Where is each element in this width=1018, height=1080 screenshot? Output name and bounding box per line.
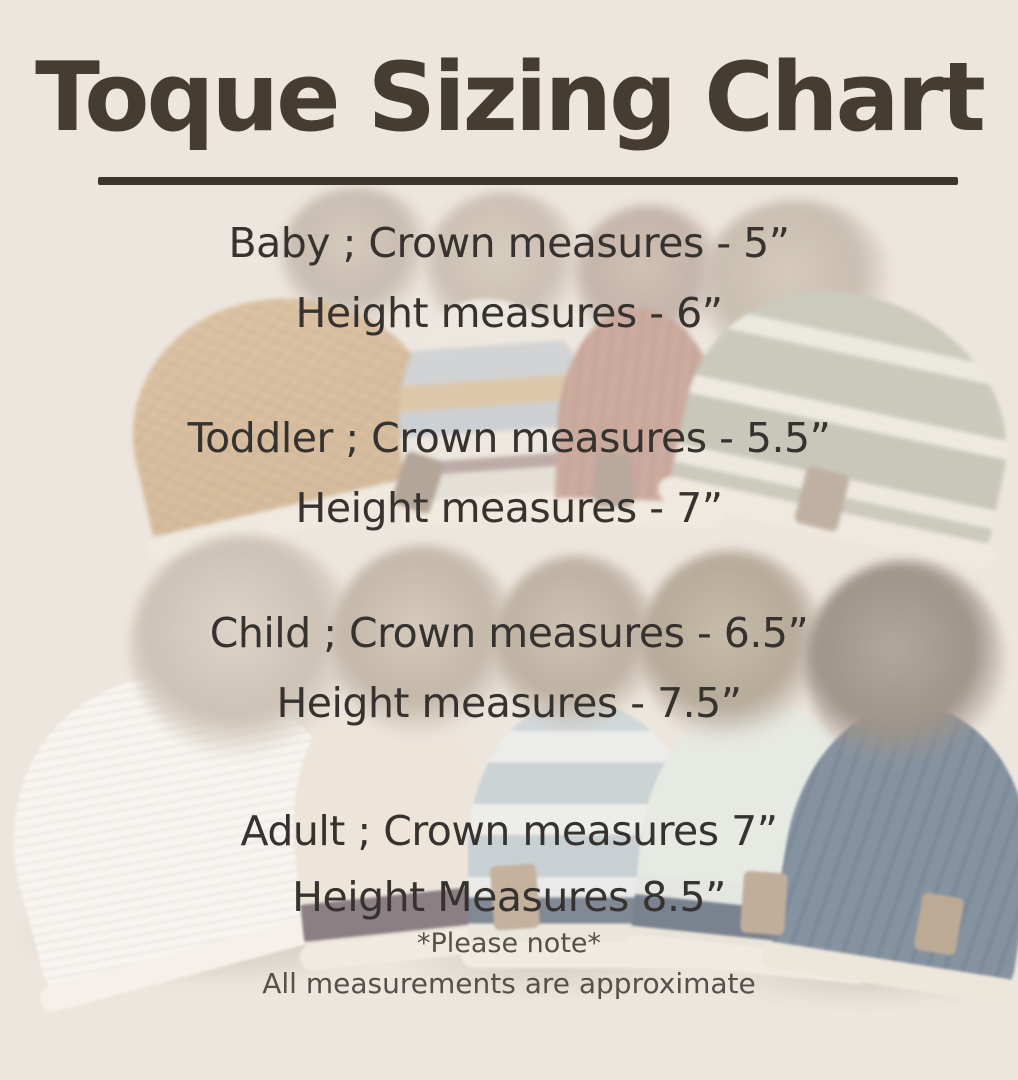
size-row-adult: Adult ; Crown measures 7” Height Measure…	[0, 798, 1018, 930]
size-row-baby: Baby ; Crown measures - 5” Height measur…	[0, 208, 1018, 348]
size-crown-line: Adult ; Crown measures 7”	[240, 807, 778, 855]
size-height-line: Height measures - 6”	[295, 289, 723, 337]
note-block: *Please note* All measurements are appro…	[0, 925, 1018, 1005]
size-height-line: Height measures - 7”	[295, 484, 723, 532]
size-height-line: Height measures - 7.5”	[276, 679, 742, 727]
size-row-toddler: Toddler ; Crown measures - 5.5” Height m…	[0, 403, 1018, 543]
size-crown-line: Baby ; Crown measures - 5”	[228, 219, 791, 267]
note-heading: *Please note*	[416, 928, 602, 959]
size-height-line: Height Measures 8.5”	[292, 873, 726, 921]
page-title: Toque Sizing Chart	[35, 43, 986, 153]
note-text: All measurements are approximate	[262, 967, 756, 1000]
size-row-child: Child ; Crown measures - 6.5” Height mea…	[0, 598, 1018, 738]
title-underline	[98, 177, 958, 185]
size-crown-line: Toddler ; Crown measures - 5.5”	[187, 414, 831, 462]
size-crown-line: Child ; Crown measures - 6.5”	[209, 609, 809, 657]
